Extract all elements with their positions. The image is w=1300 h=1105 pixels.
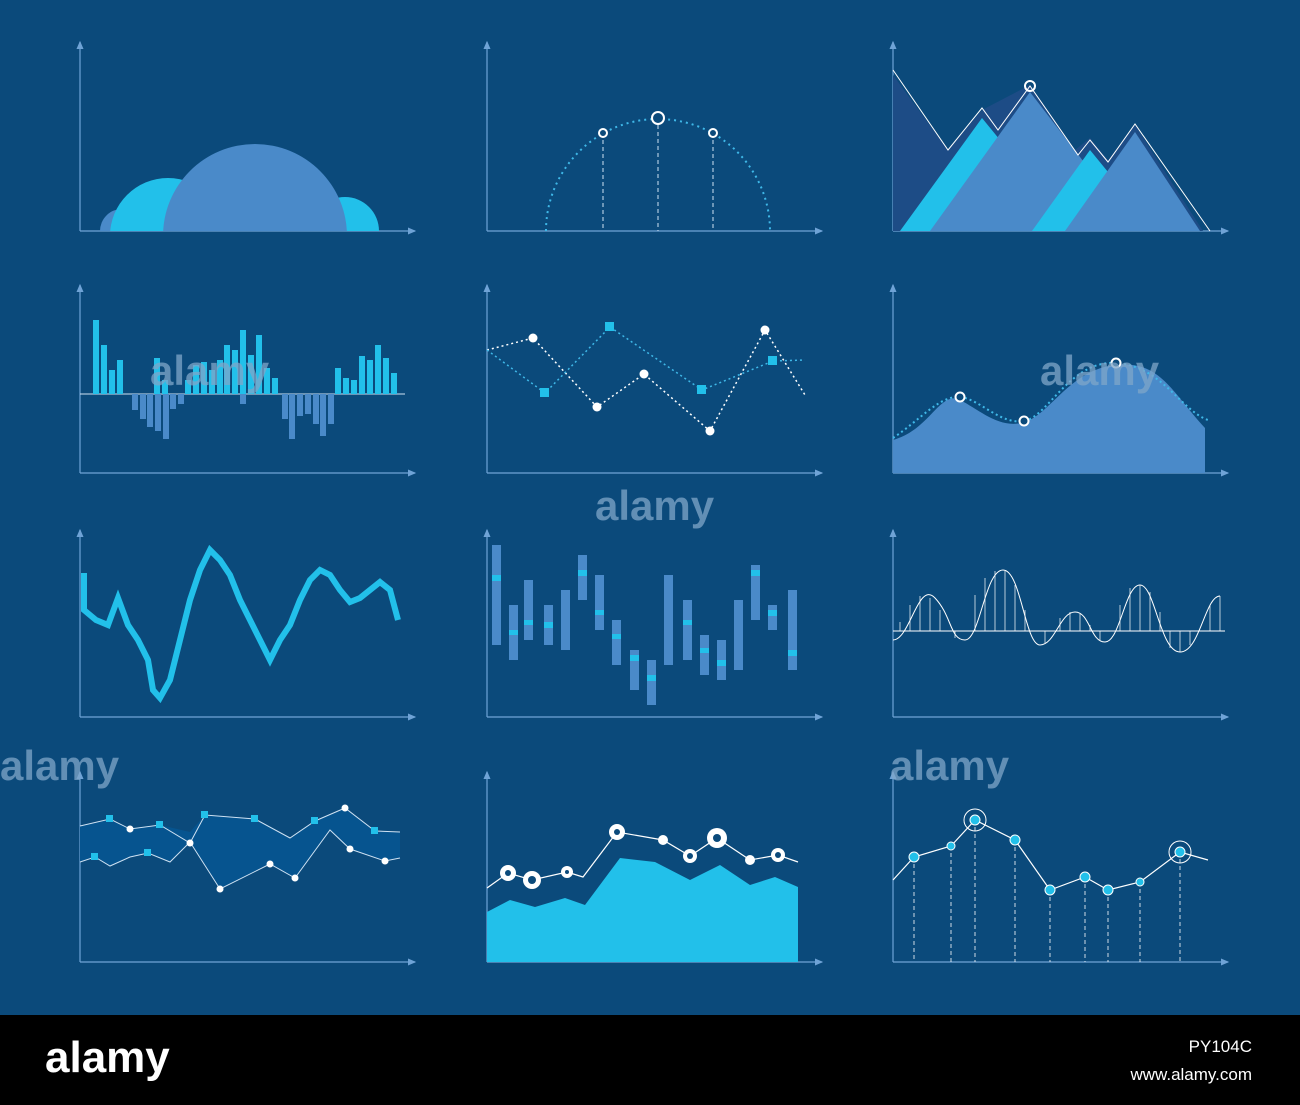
watermark: alamy	[595, 482, 715, 529]
footer-url: www.alamy.com	[1129, 1065, 1252, 1084]
bubble-area	[100, 144, 379, 231]
footer-brand: alamy	[45, 1033, 170, 1082]
mountain-chart	[892, 69, 1211, 232]
watermark: alamy	[0, 742, 120, 789]
band-chart	[79, 804, 401, 893]
arc-chart	[545, 111, 771, 232]
wave-chart	[892, 569, 1225, 653]
watermarks: alamy alamy alamy alamy alamy	[0, 347, 1160, 789]
smooth-area-chart	[892, 357, 1209, 473]
step-line-chart	[81, 544, 401, 704]
footer-bar	[0, 1015, 1300, 1105]
watermark: alamy	[150, 347, 270, 394]
watermark: alamy	[1040, 347, 1160, 394]
drop-line-chart	[892, 808, 1209, 962]
bubble-line-chart	[486, 824, 799, 962]
watermark: alamy	[890, 742, 1010, 789]
dot-line-chart	[486, 322, 806, 436]
image-id: PY104C	[1189, 1037, 1252, 1056]
bar-chart	[80, 320, 405, 439]
candle-chart	[492, 545, 797, 705]
